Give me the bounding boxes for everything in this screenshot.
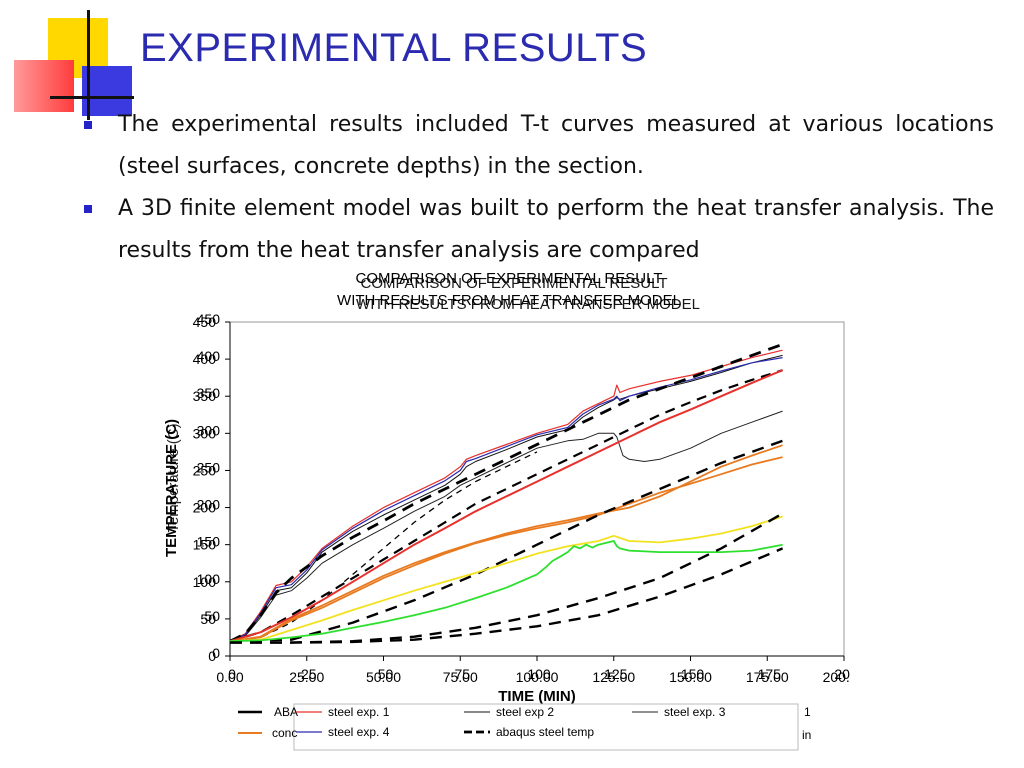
y-tick-label-overlay: 350 xyxy=(197,385,221,401)
decor-red-square xyxy=(14,60,74,112)
series-line-12 xyxy=(229,540,783,643)
y-axis-label-ghost: Temperature (C) xyxy=(165,423,182,532)
x-tick-label-overlay: 100 xyxy=(527,666,551,682)
series-line-10 xyxy=(229,439,784,643)
x-tick-label: 75.00 xyxy=(443,669,478,685)
chart-title: COMPARISON OF EXPERIMENTAL RESULT xyxy=(356,270,663,287)
y-tick-label: 400 xyxy=(193,351,217,367)
series-line-9 xyxy=(229,444,783,643)
y-tick-label: 50 xyxy=(200,611,216,627)
x-tick-label-overlay: 150 xyxy=(681,666,705,682)
series-line-7 xyxy=(229,369,783,643)
y-tick-label: 0 xyxy=(208,648,216,664)
decor-blue-square xyxy=(82,66,132,116)
y-tick-label-overlay: 200 xyxy=(197,497,221,513)
series-line-0 xyxy=(229,349,783,642)
legend-label: steel exp. 1 xyxy=(328,705,390,719)
y-tick-label: 450 xyxy=(193,314,217,330)
y-tick-label: 100 xyxy=(193,574,217,590)
x-tick-label: 100.00 xyxy=(516,669,559,685)
series-line-13 xyxy=(230,512,784,644)
decor-vertical-line xyxy=(87,10,90,120)
bullet-list: The experimental results included T-t cu… xyxy=(84,104,994,272)
y-tick-label: 300 xyxy=(193,425,217,441)
x-tick-label-overlay: 125 xyxy=(604,666,628,682)
series-line-14 xyxy=(230,547,784,644)
y-tick-label: 200 xyxy=(193,500,217,516)
y-tick-label-overlay: 100 xyxy=(197,571,221,587)
y-axis-label: TEMPERATURE (C) xyxy=(163,419,180,557)
y-tick-label: 350 xyxy=(193,388,217,404)
x-tick-label-overlay: 200 xyxy=(834,666,850,682)
x-tick-label: 200.00 xyxy=(823,669,850,685)
slide-title: EXPERIMENTAL RESULTS xyxy=(140,26,648,70)
y-tick-label-overlay: 250 xyxy=(197,459,221,475)
legend-label: steel exp. 4 xyxy=(328,725,390,739)
series-line-8 xyxy=(229,456,783,643)
x-tick-label-overlay: 175 xyxy=(758,666,782,682)
x-tick-label-overlay: 0 xyxy=(228,666,236,682)
y-tick-label-overlay: 300 xyxy=(197,422,221,438)
y-tick-label-overlay: 450 xyxy=(197,311,221,327)
x-tick-label-overlay: 75 xyxy=(454,666,470,682)
series-line-5 xyxy=(229,369,783,643)
bullet-item: The experimental results included T-t cu… xyxy=(84,104,994,188)
series-line-4 xyxy=(229,342,784,643)
x-tick-label: 50.00 xyxy=(366,669,401,685)
x-tick-label-overlay: 25 xyxy=(301,666,317,682)
x-tick-label: 175.00 xyxy=(746,669,789,685)
series-line-3 xyxy=(229,357,783,642)
legend-label: steel exp. 3 xyxy=(664,705,726,719)
x-tick-label: 125.00 xyxy=(592,669,635,685)
legend-label: abaqus steel temp xyxy=(496,725,594,739)
legend-ghost-left-1: ABA xyxy=(274,705,298,719)
y-tick-label-overlay: 400 xyxy=(197,348,221,364)
legend-ghost-right-1: 1 xyxy=(804,705,811,719)
series-line-11 xyxy=(229,515,783,643)
y-tick-label: 250 xyxy=(193,462,217,478)
bullet-text: The experimental results included T-t cu… xyxy=(118,112,994,179)
legend-ghost-left-2: conc xyxy=(272,726,297,740)
y-tick-label-overlay: 0 xyxy=(212,645,220,661)
temperature-chart: COMPARISON OF EXPERIMENTAL RESULT COMPAR… xyxy=(163,270,850,751)
y-tick-label-overlay: 150 xyxy=(197,534,221,550)
x-tick-label-overlay: 50 xyxy=(378,666,394,682)
x-axis-label: TIME (MIN) xyxy=(498,688,575,705)
x-tick-label: 0.00 xyxy=(216,669,243,685)
chart-subtitle-ghost: WITH RESULTS FROM HEAT TRANSFER MODEL xyxy=(356,296,700,313)
chart-subtitle: WITH RESULTS FROM HEAT TRANSFER MODEL xyxy=(337,292,681,309)
x-tick-label: 25.00 xyxy=(289,669,324,685)
legend-box xyxy=(293,703,799,751)
bullet-item: A 3D finite element model was built to p… xyxy=(84,188,994,272)
legend-items: steel exp. 1 steel exp 2 steel exp. 3 steel… xyxy=(296,705,726,739)
series-line-1 xyxy=(229,354,783,642)
bullet-text: A 3D finite element model was built to p… xyxy=(118,196,994,263)
series-line-6 xyxy=(229,451,538,642)
legend-ghost-right-2: in xyxy=(802,728,811,742)
y-tick-label: 150 xyxy=(193,537,217,553)
x-tick-label: 150.00 xyxy=(669,669,712,685)
series-line-2 xyxy=(229,410,783,642)
bullet-square-icon xyxy=(84,205,92,213)
series-lines xyxy=(229,342,784,644)
bullet-square-icon xyxy=(84,121,92,129)
legend-label: steel exp 2 xyxy=(496,705,554,719)
y-tick-label-overlay: 50 xyxy=(204,608,220,624)
chart-title-ghost: COMPARISON OF EXPERIMENTAL RESULT xyxy=(361,275,668,292)
decor-horizontal-line xyxy=(50,96,134,99)
